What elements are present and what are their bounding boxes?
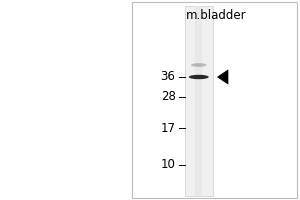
Ellipse shape — [189, 75, 209, 79]
Bar — [132, 2, 297, 198]
Text: 36: 36 — [160, 71, 175, 84]
Text: 28: 28 — [160, 90, 175, 104]
Polygon shape — [218, 70, 228, 84]
Text: 17: 17 — [160, 121, 175, 134]
Bar — [195, 6, 202, 196]
Ellipse shape — [191, 63, 207, 67]
Text: 10: 10 — [160, 158, 175, 171]
Text: m.bladder: m.bladder — [186, 9, 246, 22]
Bar — [184, 6, 213, 196]
